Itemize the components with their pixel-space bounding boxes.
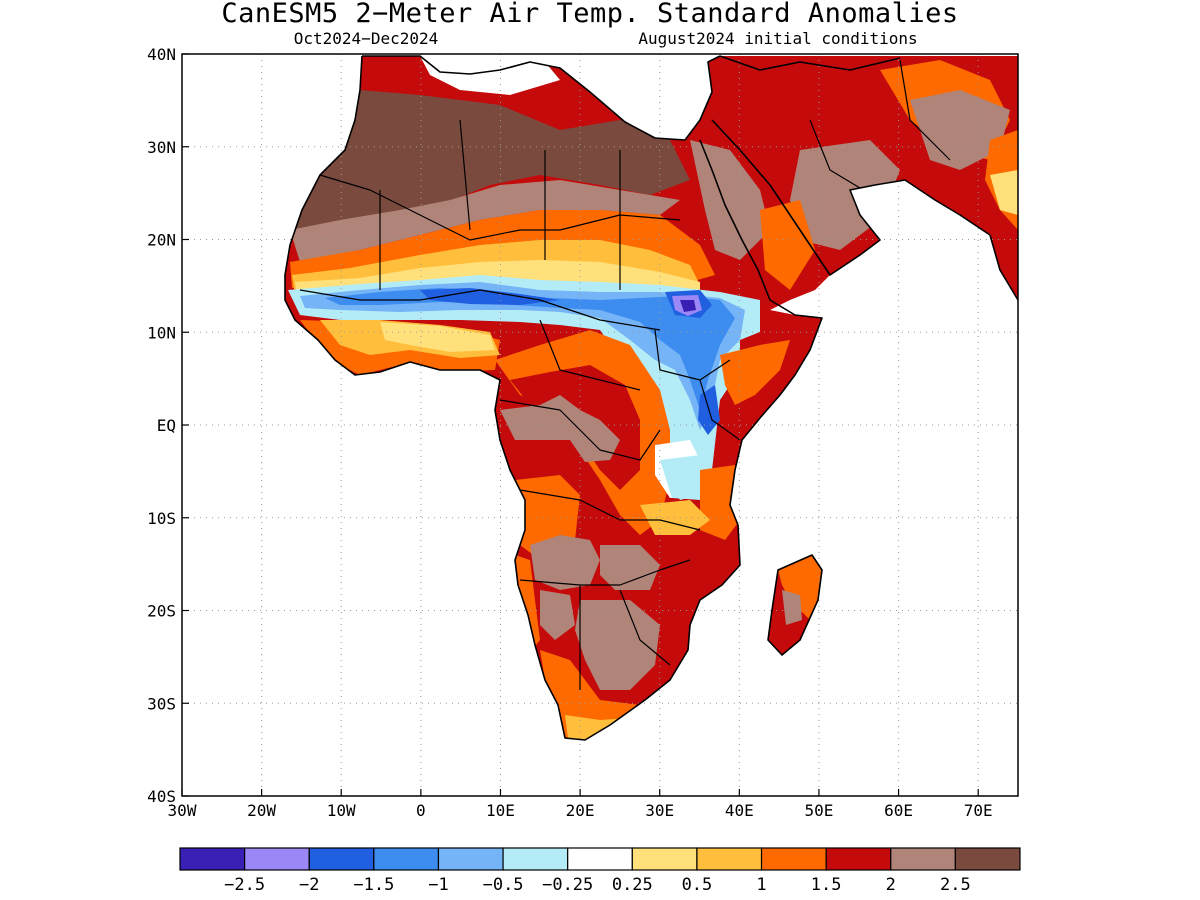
- arabia-coastline: [711, 119, 1018, 301]
- x-tick-label: 20E: [566, 801, 595, 820]
- y-tick-label: 20S: [147, 602, 176, 621]
- colorbar-label: −1: [428, 875, 448, 895]
- colorbar-swatch: [696, 847, 763, 871]
- x-tick-label: 60E: [884, 801, 913, 820]
- colorbar-label: −0.25: [542, 875, 593, 895]
- anomaly-gulf-brown: [910, 90, 1010, 170]
- anomaly-west-orange-rim: [515, 555, 540, 650]
- mediterranean-coast: [719, 55, 901, 71]
- anomaly-field: [285, 56, 1018, 740]
- y-tick-label: EQ: [157, 416, 176, 435]
- anomaly-sahel-blue: [325, 288, 735, 410]
- colorbar: −2.5 −2 −1.5 −1 −0.5 −0.25 0.25 0.5 1 1.5 2 2.5: [179, 847, 1021, 895]
- colorbar-label: −2.5: [224, 875, 265, 895]
- y-tick-label: 10S: [147, 509, 176, 528]
- madagascar-coastline: [767, 554, 823, 656]
- colorbar-swatch: [437, 847, 504, 871]
- colorbar-swatch: [825, 847, 892, 871]
- colorbar-label: 2.5: [940, 875, 971, 895]
- x-tick-label: 30E: [645, 801, 674, 820]
- colorbar-label: 1: [756, 875, 766, 895]
- colorbar-swatch: [502, 847, 569, 871]
- colorbar-label: −0.5: [483, 875, 524, 895]
- anomaly-westcoast-lightyellow: [380, 322, 495, 352]
- x-tick-label: 40E: [725, 801, 754, 820]
- x-tick-label: 10E: [486, 801, 515, 820]
- y-tick-label: 20N: [147, 231, 176, 250]
- colorbar-swatch: [567, 847, 633, 871]
- colorbar-label: 0.25: [612, 875, 653, 895]
- anomaly-sahel-deepblue: [420, 288, 560, 305]
- anomaly-se-orange: [700, 465, 740, 540]
- colorbar-swatch: [890, 847, 956, 871]
- coastlines: [284, 55, 1018, 741]
- x-tick-label: 10W: [327, 801, 356, 820]
- y-tick-label: 30S: [147, 694, 176, 713]
- y-tick-label: 30N: [147, 138, 176, 157]
- anomaly-central-brown: [500, 395, 620, 462]
- anomaly-south-brown-3: [575, 600, 660, 690]
- colorbar-label: 1.5: [811, 875, 842, 895]
- colorbar-label: 2: [886, 875, 896, 895]
- colorbar-swatch: [373, 847, 440, 871]
- anomaly-arabia-orange: [760, 200, 815, 290]
- anomaly-south-brown-2: [600, 545, 660, 590]
- anomaly-nile-brown: [690, 140, 770, 260]
- map-subtitle-init: August2024 initial conditions: [638, 29, 917, 48]
- map-subtitle-period: Oct2024−Dec2024: [294, 29, 439, 48]
- anomaly-ethiopia-deep: [680, 300, 696, 312]
- colorbar-swatch: [631, 847, 698, 871]
- anomaly-south-brown-4: [540, 590, 575, 640]
- colorbar-swatch: [308, 847, 375, 871]
- colorbar-label: −1.5: [353, 875, 394, 895]
- y-tick-label: 10N: [147, 323, 176, 342]
- x-tick-label: 30W: [168, 801, 197, 820]
- map-title: CanESM5 2−Meter Air Temp. Standard Anoma…: [221, 0, 958, 29]
- colorbar-label: −2: [299, 875, 319, 895]
- anomaly-horn-orange: [720, 340, 790, 405]
- colorbar-label: 0.5: [682, 875, 713, 895]
- axis-ticks: 30W 20W 10W 0 10E 20E 30E 40E 50E 60E 70E 40N 30N 20N…: [147, 45, 993, 820]
- africa-coastline: [284, 55, 823, 741]
- anomaly-tanzania-lightblue: [660, 455, 712, 500]
- x-tick-label: 50E: [804, 801, 833, 820]
- colorbar-swatch: [244, 847, 310, 871]
- colorbar-swatch: [179, 847, 246, 871]
- x-tick-label: 20W: [247, 801, 276, 820]
- x-tick-label: 70E: [964, 801, 993, 820]
- y-tick-label: 40N: [147, 45, 176, 64]
- x-tick-label: 0: [416, 801, 426, 820]
- anomaly-sahara-north: [285, 90, 690, 230]
- anomaly-madagascar-orange: [778, 555, 822, 620]
- anomaly-madagascar-brown: [782, 590, 802, 625]
- y-tick-label: 40S: [147, 787, 176, 806]
- anomaly-sahara-edge: [290, 180, 680, 262]
- colorbar-swatch: [954, 847, 1021, 871]
- anomaly-south-yellow-rim: [565, 715, 630, 740]
- anomaly-india-yellow: [990, 170, 1018, 215]
- anomaly-south-brown-1: [530, 535, 600, 590]
- colorbar-swatch: [760, 847, 827, 871]
